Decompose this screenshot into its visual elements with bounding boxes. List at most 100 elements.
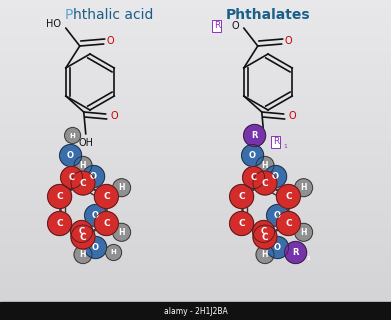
Bar	[0, 205, 391, 206]
Bar	[0, 288, 391, 289]
Text: alamy - 2H1J2BA: alamy - 2H1J2BA	[163, 307, 228, 316]
Bar	[0, 216, 391, 217]
Bar	[0, 180, 391, 181]
Circle shape	[106, 244, 122, 260]
Bar	[0, 289, 391, 290]
Bar	[0, 146, 391, 147]
Bar	[0, 24, 391, 25]
Text: H: H	[262, 250, 268, 259]
Bar	[0, 48, 391, 49]
Bar	[0, 9, 391, 10]
Bar	[0, 71, 391, 72]
Bar	[0, 82, 391, 83]
Bar	[0, 281, 391, 282]
Bar	[0, 74, 391, 75]
Bar	[0, 129, 391, 130]
Bar	[0, 99, 391, 100]
Text: H: H	[118, 183, 125, 192]
Bar	[0, 85, 391, 86]
Bar	[0, 208, 391, 209]
Bar	[0, 40, 391, 41]
Bar	[0, 172, 391, 173]
Circle shape	[83, 165, 105, 188]
Bar	[0, 287, 391, 288]
Bar	[0, 67, 391, 68]
Circle shape	[84, 236, 107, 259]
Bar	[0, 209, 391, 210]
Bar	[0, 211, 391, 212]
Bar	[0, 225, 391, 226]
Bar	[0, 8, 391, 9]
Circle shape	[48, 185, 72, 209]
Bar	[0, 235, 391, 236]
Circle shape	[71, 220, 93, 243]
Bar	[0, 262, 391, 263]
Circle shape	[94, 185, 118, 209]
Text: Phthalates: Phthalates	[226, 8, 310, 22]
Bar	[0, 265, 391, 266]
Text: O: O	[67, 151, 74, 160]
Text: H: H	[70, 132, 75, 139]
Circle shape	[84, 204, 107, 227]
Circle shape	[71, 171, 95, 195]
Bar	[0, 107, 391, 108]
Bar	[0, 25, 391, 26]
Bar	[0, 52, 391, 53]
Bar	[0, 31, 391, 32]
Bar	[0, 44, 391, 45]
Bar	[0, 232, 391, 233]
Bar	[0, 70, 391, 71]
Bar	[0, 0, 391, 1]
Bar	[0, 152, 391, 153]
Bar	[0, 276, 391, 277]
Bar	[0, 68, 391, 69]
Bar	[0, 139, 391, 140]
Bar	[0, 231, 391, 232]
Bar	[0, 96, 391, 97]
Bar	[0, 178, 391, 179]
Text: O: O	[92, 211, 99, 220]
Bar	[0, 60, 391, 61]
Bar	[0, 253, 391, 254]
Bar	[0, 244, 391, 245]
Text: HO: HO	[46, 19, 61, 29]
Bar	[0, 64, 391, 65]
Bar	[0, 226, 391, 227]
Bar	[0, 46, 391, 47]
Bar	[0, 14, 391, 15]
Bar	[0, 114, 391, 115]
Bar	[0, 233, 391, 234]
Bar	[0, 56, 391, 57]
Bar	[0, 159, 391, 160]
Bar	[0, 115, 391, 116]
Bar	[0, 207, 391, 208]
Bar	[0, 106, 391, 107]
Circle shape	[285, 242, 307, 263]
Text: H: H	[300, 183, 307, 192]
Bar	[0, 202, 391, 203]
Bar	[0, 128, 391, 129]
Bar	[0, 234, 391, 235]
Bar	[0, 91, 391, 92]
Bar	[0, 11, 391, 12]
Bar	[0, 273, 391, 274]
Bar	[0, 162, 391, 163]
Bar	[0, 89, 391, 90]
Bar	[0, 132, 391, 133]
Bar	[0, 143, 391, 144]
Text: R: R	[273, 138, 279, 147]
Bar	[0, 167, 391, 168]
Text: O: O	[274, 243, 281, 252]
Bar	[0, 149, 391, 150]
Circle shape	[276, 185, 300, 209]
Bar	[0, 41, 391, 42]
Bar	[0, 55, 391, 56]
Bar	[0, 154, 391, 155]
Bar	[0, 17, 391, 18]
Bar	[0, 259, 391, 260]
Circle shape	[256, 156, 274, 174]
Bar	[0, 173, 391, 174]
Bar	[0, 16, 391, 17]
Bar	[0, 108, 391, 109]
Text: O: O	[285, 36, 292, 46]
